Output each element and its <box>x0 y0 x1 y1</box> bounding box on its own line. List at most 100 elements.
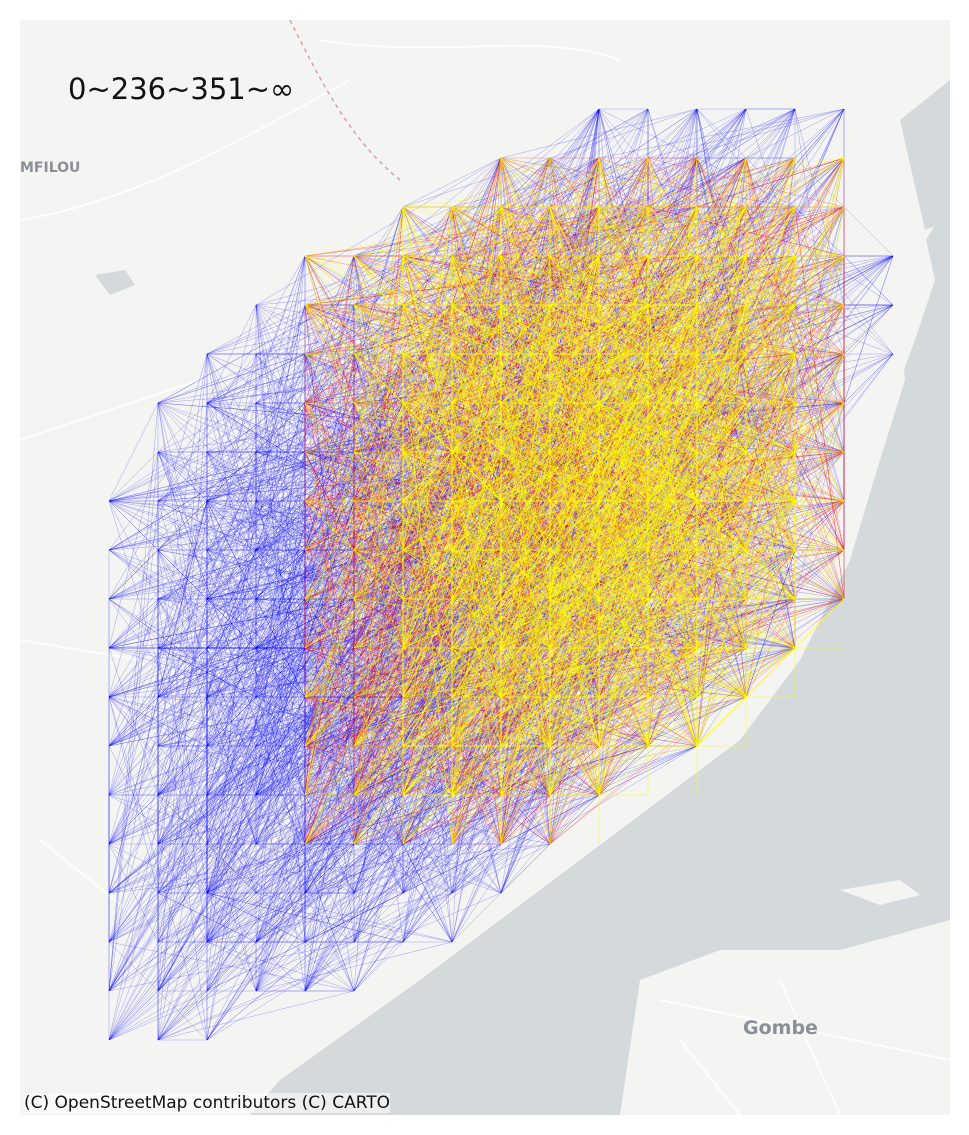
flow-line <box>157 696 257 747</box>
flow-line <box>108 696 257 796</box>
flow-line <box>206 353 306 649</box>
flow-line <box>108 402 257 894</box>
flow-line <box>108 843 306 943</box>
flow-line <box>206 745 453 943</box>
map-canvas[interactable] <box>20 20 950 1115</box>
flow-line <box>206 500 355 600</box>
flow-line <box>206 794 257 894</box>
flow-line <box>206 647 257 845</box>
flow-line <box>206 353 404 796</box>
flow-line <box>206 500 355 992</box>
flow-line <box>353 843 502 894</box>
flow-line <box>157 598 355 894</box>
flow-line <box>108 402 159 502</box>
flow-line <box>157 451 306 796</box>
flow-line <box>206 549 306 600</box>
flow-line <box>255 451 306 943</box>
flow-line <box>157 598 208 943</box>
flow-line <box>108 353 257 551</box>
flow-line <box>206 304 355 502</box>
flow-line <box>157 402 208 698</box>
flow-line <box>108 598 159 649</box>
flow-line <box>108 549 355 992</box>
flow-line <box>157 794 502 894</box>
flow-line <box>157 353 306 698</box>
flow-line <box>108 549 306 698</box>
flow-line <box>108 549 404 796</box>
flow-line <box>157 549 355 894</box>
flow-line <box>108 500 257 992</box>
flow-line <box>157 549 208 894</box>
flow-line <box>108 255 306 796</box>
flow-line <box>157 794 306 894</box>
flow-line <box>206 892 453 943</box>
flow-line <box>206 549 306 845</box>
flow-line <box>108 402 257 502</box>
flow-line <box>206 892 306 992</box>
flow-line <box>206 549 306 747</box>
flow-line <box>108 794 208 1041</box>
flow-line <box>255 941 453 992</box>
flow-line <box>206 647 257 796</box>
flow-line <box>206 794 257 894</box>
map-frame[interactable]: MFILOU Gombe 0~236~351~∞ (C) OpenStreetM… <box>20 20 950 1115</box>
flow-line <box>157 794 257 894</box>
flow-line <box>304 794 404 845</box>
flow-line <box>108 549 306 992</box>
flow-line <box>206 353 306 992</box>
flow-line <box>157 647 257 698</box>
flow-line <box>353 745 404 894</box>
flow-line <box>157 549 257 796</box>
south-bank <box>620 920 950 1115</box>
flow-line <box>206 353 257 551</box>
flow-line <box>206 500 306 943</box>
flow-line <box>108 696 208 1041</box>
flow-line <box>206 745 257 992</box>
flow-line <box>206 255 306 943</box>
flow-line <box>108 402 159 992</box>
flow-line <box>500 843 551 894</box>
flow-line <box>108 696 453 894</box>
flow-line <box>108 794 600 1041</box>
flow-line <box>157 500 306 649</box>
flow-line <box>108 598 355 649</box>
flow-line <box>255 745 698 943</box>
flow-line <box>108 451 257 698</box>
flow-line <box>255 451 306 698</box>
flow-line <box>108 647 355 747</box>
flow-line <box>206 598 306 747</box>
flow-line <box>157 549 257 600</box>
flow-line <box>108 696 306 943</box>
flow-line <box>108 353 355 796</box>
flow-line <box>206 549 404 600</box>
flow-line <box>206 549 257 649</box>
flow-line <box>108 451 159 992</box>
island-small <box>840 880 920 905</box>
flow-line <box>255 304 306 943</box>
flow-line <box>108 255 355 796</box>
flow-line <box>108 549 404 747</box>
flow-line <box>353 794 404 894</box>
flow-line <box>108 549 404 649</box>
flow-line <box>157 255 306 649</box>
flow-line <box>157 500 208 698</box>
flow-line <box>108 598 453 845</box>
flow-line <box>206 353 355 894</box>
flow-line <box>255 843 453 943</box>
flow-line <box>255 353 306 845</box>
flow-line <box>108 500 306 698</box>
flow-line <box>108 745 404 992</box>
flow-line <box>157 892 257 943</box>
flow-line <box>157 402 404 845</box>
flow-line <box>108 598 257 943</box>
flow-line <box>108 304 306 943</box>
flow-line <box>157 402 306 502</box>
flow-line <box>108 500 502 1041</box>
flow-line <box>843 304 894 355</box>
flow-line <box>206 353 306 453</box>
flow-line <box>206 598 306 698</box>
flow-line <box>794 108 845 159</box>
flow-line <box>206 500 306 845</box>
flow-line <box>255 304 306 453</box>
flow-line <box>108 696 257 894</box>
